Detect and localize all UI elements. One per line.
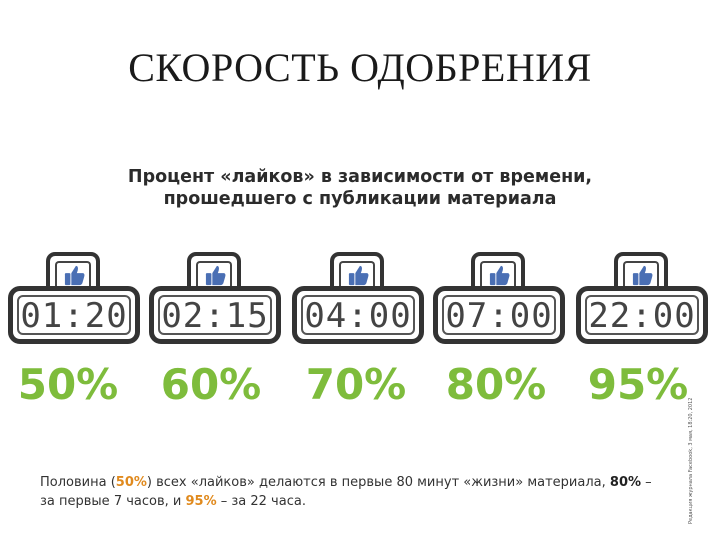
clock-body: 01:20 — [8, 286, 140, 344]
clock-body: 07:00 — [433, 286, 565, 344]
infographic-title: Процент «лайков» в зависимости от времен… — [60, 166, 660, 210]
caption-text: ) всех «лайков» делаются в первые 80 мин… — [146, 475, 610, 490]
clock-time: 01:20 — [20, 296, 128, 336]
clock-4: 07:00 — [433, 252, 565, 344]
percent-label: 60% — [160, 360, 262, 409]
clock-time: 04:00 — [304, 296, 412, 336]
clock-5: 22:00 — [576, 252, 708, 344]
clock-2: 02:15 — [149, 252, 281, 344]
thumbs-up-icon — [489, 265, 510, 286]
clock-top — [46, 252, 100, 292]
percent-label: 80% — [445, 360, 547, 409]
clock-top — [187, 252, 241, 292]
thumbs-up-icon — [64, 265, 85, 286]
clock-time: 22:00 — [588, 296, 696, 336]
caption-text: – за 22 часа. — [216, 494, 306, 509]
caption-highlight: 95% — [185, 494, 217, 509]
infographic-title-line1: Процент «лайков» в зависимости от времен… — [127, 167, 593, 187]
infographic-title-line2: прошедшего с публикации материала — [163, 189, 557, 209]
percent-label: 70% — [305, 360, 407, 409]
clock-body: 02:15 — [149, 286, 281, 344]
clock-time: 07:00 — [445, 296, 553, 336]
caption-highlight: 50% — [115, 475, 147, 490]
percent-label: 50% — [17, 360, 119, 409]
clock-3: 04:00 — [292, 252, 424, 344]
thumbs-up-icon — [348, 265, 369, 286]
clock-top — [471, 252, 525, 292]
thumbs-up-icon — [205, 265, 226, 286]
clock-body: 22:00 — [576, 286, 708, 344]
clock-1: 01:20 — [8, 252, 140, 344]
caption-text: Половина ( — [40, 475, 116, 490]
caption-text: – за первые 7 часов, и — [40, 475, 652, 509]
thumbs-up-icon — [632, 265, 653, 286]
caption: Половина (50%) всех «лайков» делаются в … — [40, 473, 660, 511]
caption-bold: 80% — [609, 475, 642, 490]
source-note: Редакция журнала Facebook, 3 мая, 18:20,… — [688, 397, 694, 524]
clock-top — [614, 252, 668, 292]
clock-top — [330, 252, 384, 292]
percent-label: 95% — [587, 360, 689, 409]
clock-body: 04:00 — [292, 286, 424, 344]
clock-time: 02:15 — [161, 296, 269, 336]
slide-title: СКОРОСТЬ ОДОБРЕНИЯ — [128, 45, 592, 90]
